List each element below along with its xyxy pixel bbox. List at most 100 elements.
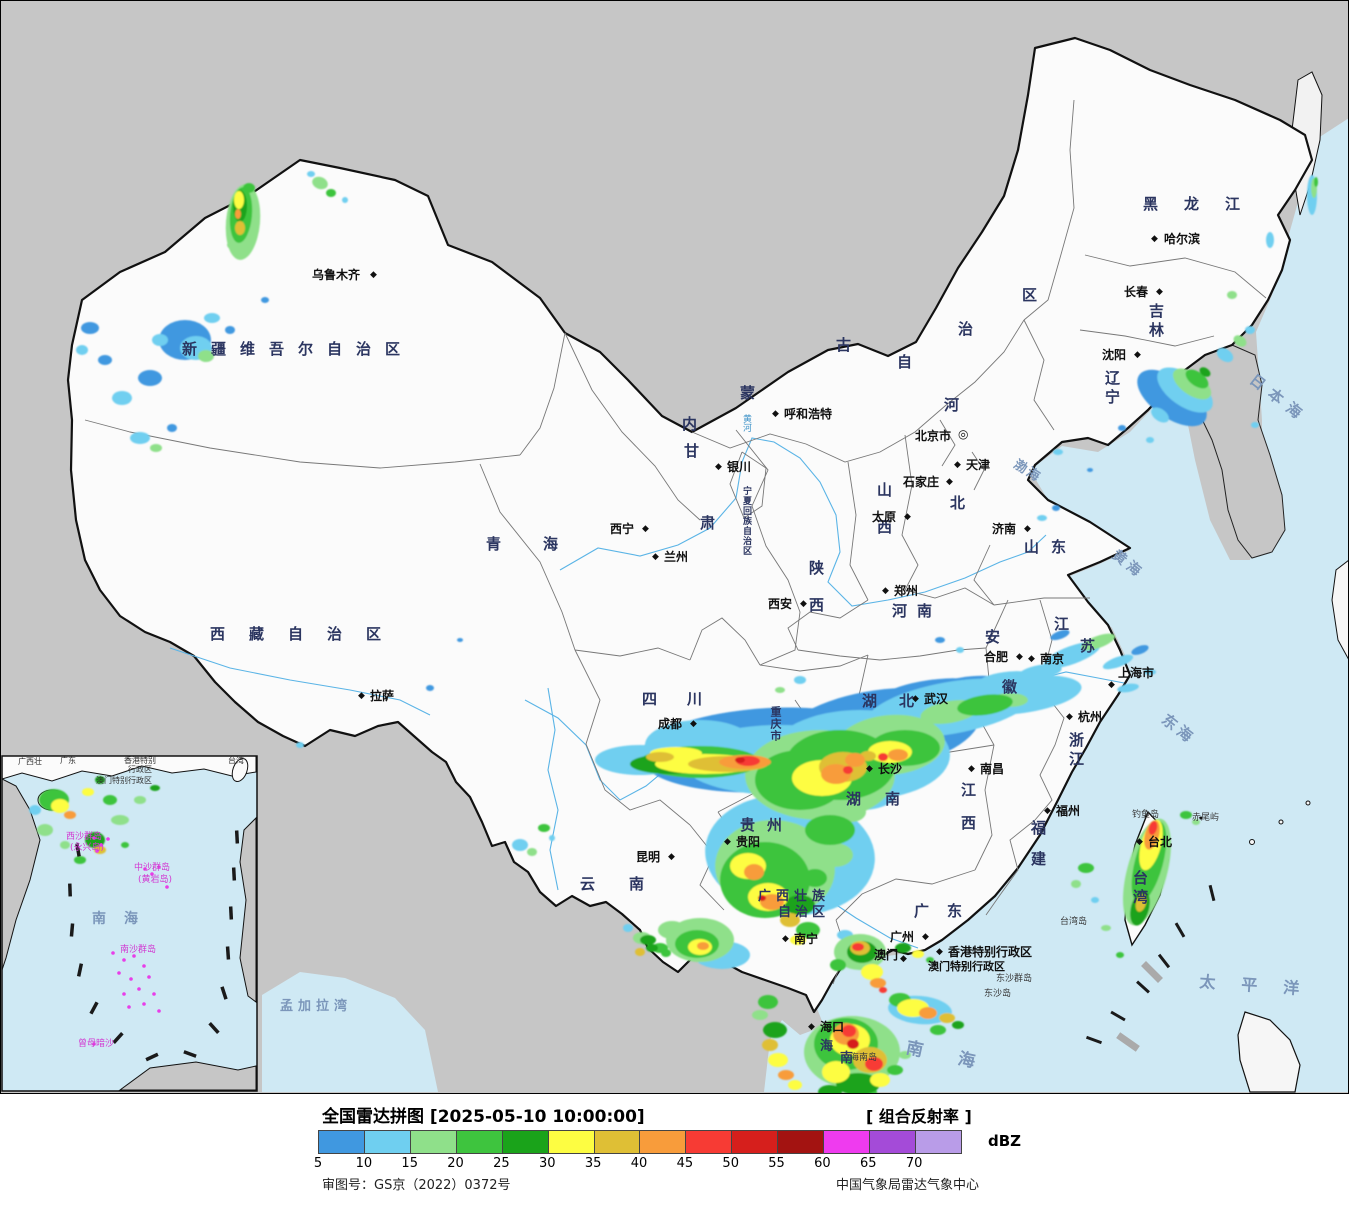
legend-color-cell [640,1131,687,1153]
inset-border [1,755,258,1092]
radar-echo [512,839,528,851]
china-radar-map-svg [0,0,1349,1094]
inset-island-dot [95,849,99,853]
radar-echo [785,895,815,915]
inset-island-dot [157,1009,161,1013]
product-name: [ 组合反射率 ] [866,1107,972,1126]
radar-echo [167,424,177,432]
legend-color-cell [686,1131,733,1153]
boundary-dash [1110,1010,1126,1022]
legend-color-cell [915,1131,961,1153]
radar-echo [775,687,785,693]
inset-island-dot [122,958,126,962]
radar-echo [836,802,866,822]
radar-echo [1216,347,1234,363]
radar-echo [1018,664,1062,680]
inset-island-dot [165,885,169,889]
radar-echo [1116,952,1124,958]
radar-echo [1144,669,1156,675]
inset-island-dot [157,865,161,869]
radar-echo [870,978,886,988]
radar-echo [878,753,888,761]
radar-echo [646,944,658,952]
radar-echo [1185,369,1209,389]
ryukyu-islands [1249,800,1311,845]
radar-echo [805,815,855,845]
radar-echo [29,805,41,815]
radar-echo [1037,515,1047,521]
radar-echo [1199,367,1211,377]
inset-island-dot [142,964,146,968]
boundary-dash [76,963,84,977]
radar-echo [198,350,214,362]
radar-echo [1053,449,1063,455]
inset-island-dot [147,975,151,979]
radar-echo [845,753,865,767]
radar-echo [1245,326,1255,334]
legend-tick: 55 [768,1156,785,1171]
radar-echo [758,895,766,901]
china-outline [66,36,1314,1014]
boundary-dash [69,923,75,937]
radar-echo [865,1057,883,1071]
radar-echo [76,345,88,355]
radar-echo [661,949,671,957]
radar-echo [225,326,235,334]
radar-echo [790,935,806,945]
radar-echo [64,811,76,819]
legend-tick: 40 [630,1156,648,1171]
radar-echo [1233,335,1247,347]
legend-tick: 15 [401,1156,418,1171]
radar-echo [957,694,1013,716]
radar-echo [763,1022,787,1038]
radar-echo [861,964,883,980]
radar-echo [82,788,94,796]
legend-color-cell [364,1131,411,1153]
radar-echo [843,766,853,774]
legend-tick: 25 [493,1156,510,1171]
radar-echo [121,842,129,848]
radar-echo [1314,177,1318,187]
radar-echo [1101,925,1111,931]
legend-tick: 35 [584,1156,602,1171]
boundary-dash [231,867,237,881]
boundary-dash [1174,922,1186,938]
radar-echo [111,815,129,825]
legend-color-cell [410,1131,457,1153]
boundary-dash [75,843,81,857]
radar-echo [847,1039,859,1049]
radar-echo [895,943,911,953]
legend-tick: 20 [447,1156,464,1171]
boundary-dash [89,1001,99,1015]
radar-echo [312,176,328,190]
radar-echo [95,776,105,784]
radar-echo [1118,425,1126,431]
inset-island-dot [122,992,126,996]
radar-echo [538,824,550,832]
radar-echo [794,676,806,684]
luzon-island [1237,1011,1301,1093]
boundary-dash [145,1052,159,1062]
radar-echo [243,183,255,193]
radar-echo [796,922,820,938]
boundary-dash [1141,961,1163,983]
map-area: 黑龙江 吉林 辽宁内蒙古自治区新疆维吾尔自治区甘肃青海 西藏自治区 四川 云南 贵州 广西壮族… [0,0,1349,1094]
radar-echo [103,795,117,805]
inset-island-dot [92,836,96,840]
boundary-dash [112,1031,124,1045]
radar-echo [1071,880,1081,888]
legend-tick: 30 [539,1156,556,1171]
radar-echo [899,1051,911,1059]
radar-echo [780,913,800,927]
inset-island-dot [106,837,110,841]
legend-color-cell [319,1131,365,1153]
inset-borneo [118,1061,257,1091]
legend-tick: 10 [355,1156,373,1171]
radar-echo [1087,468,1093,472]
radar-echo [1117,683,1139,693]
sea-east [764,118,1349,1092]
inset-island-dot [142,1002,146,1006]
radar-echo [1050,629,1070,641]
radar-echo [227,241,237,249]
inset-vietnam [2,778,41,971]
